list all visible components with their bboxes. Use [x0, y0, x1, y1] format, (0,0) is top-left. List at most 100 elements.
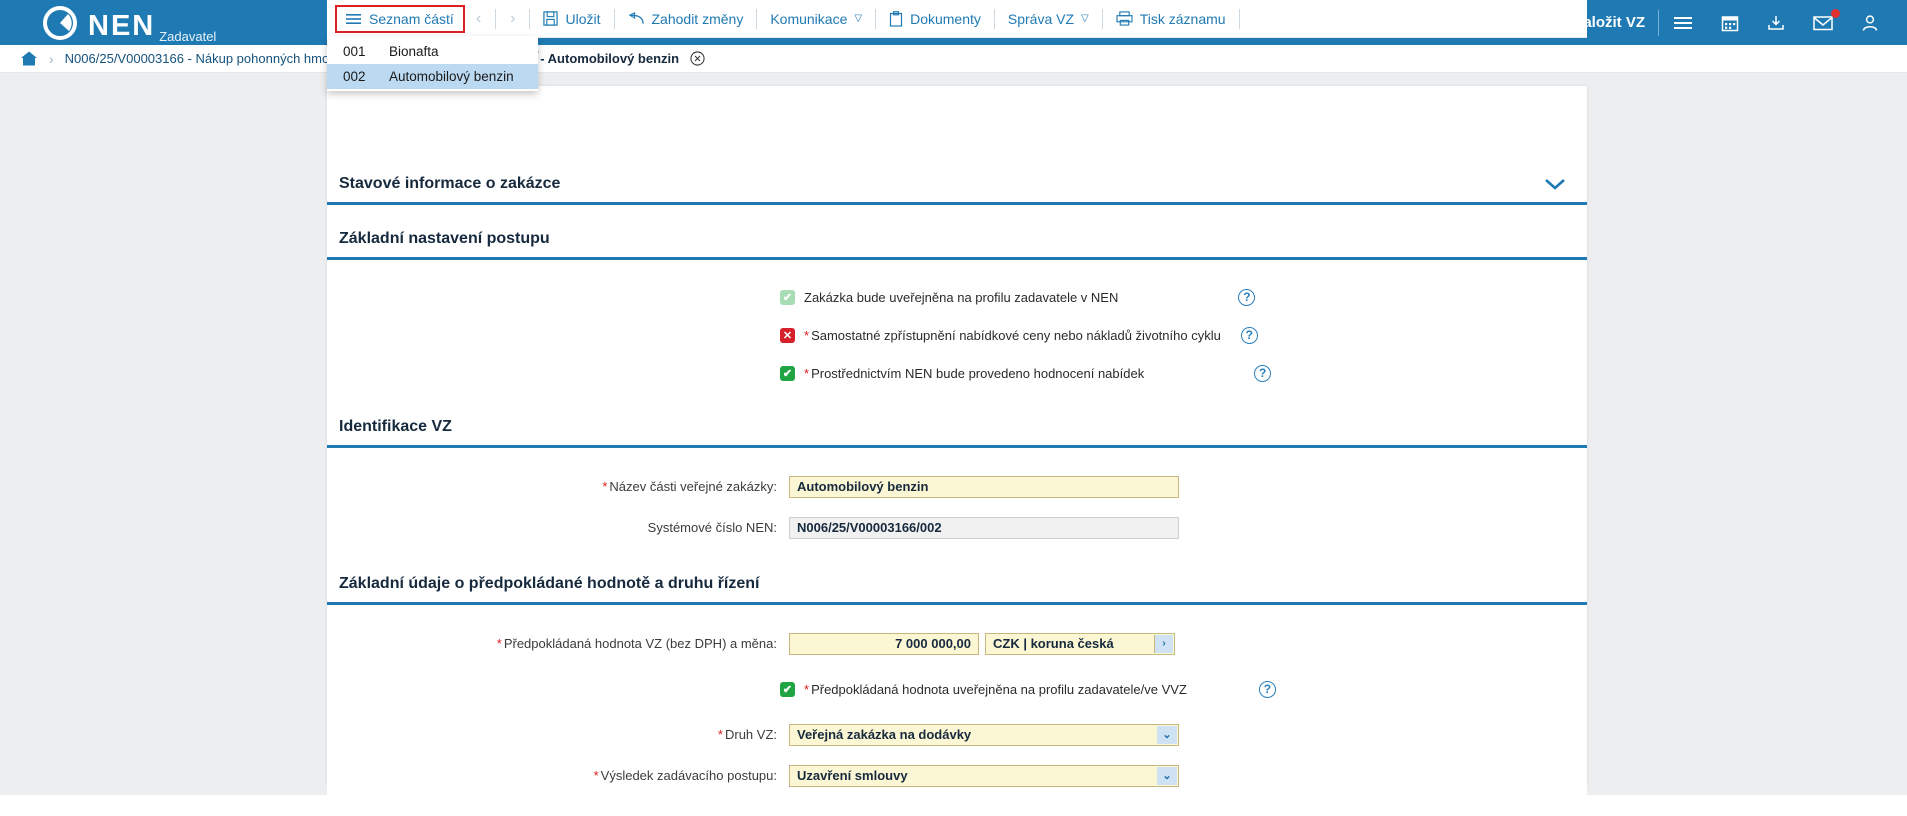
- form-row-vysledek: * Výsledek zadávacího postupu: Uzavření s…: [327, 755, 1587, 796]
- field-label-text: Výsledek zadávacího postupu:: [600, 768, 777, 783]
- vz-type-value: Veřejná zakázka na dodávky: [797, 727, 972, 742]
- documents-button[interactable]: Dokumenty: [879, 5, 991, 32]
- currency-picker-button[interactable]: ›: [1154, 634, 1173, 653]
- clipboard-icon: [889, 10, 903, 27]
- checkbox-nen-evaluation[interactable]: ✔: [780, 365, 795, 381]
- section-status-info: Stavové informace o zakázce: [327, 165, 1587, 205]
- manage-vz-label: Správa VZ: [1007, 10, 1075, 27]
- field-label-text: Předpokládaná hodnota VZ (bez DPH) a měn…: [503, 636, 777, 651]
- checkbox-separate-price[interactable]: ✕: [780, 327, 795, 343]
- prev-record-button[interactable]: ‹: [475, 9, 482, 27]
- currency-value: CZK | koruna česká: [993, 636, 1114, 651]
- field-label: * Název části veřejné zakázky:: [327, 479, 789, 494]
- print-label: Tisk záznamu: [1139, 10, 1226, 27]
- checkbox-value-published[interactable]: ✔: [780, 681, 795, 697]
- required-marker: *: [602, 479, 608, 494]
- checkbox-label: * Předpokládaná hodnota uveřejněna na pro…: [804, 682, 1187, 697]
- vz-type-select[interactable]: Veřejná zakázka na dodávky ⌄: [789, 723, 1179, 746]
- chevron-down-icon[interactable]: ⌄: [1157, 725, 1177, 744]
- messages-button[interactable]: [1799, 0, 1847, 45]
- required-marker: *: [496, 636, 502, 651]
- calendar-button[interactable]: [1707, 0, 1753, 45]
- toolbar-divider-5: [875, 8, 877, 29]
- checkbox-publish-profile[interactable]: ✔: [780, 289, 795, 305]
- list-item[interactable]: 001 Bionafta: [327, 39, 538, 64]
- toolbar-divider-7: [1101, 8, 1103, 29]
- manage-vz-menu[interactable]: Správa VZ ▽: [998, 5, 1099, 32]
- field-label: * Výsledek zadávacího postupu:: [327, 768, 789, 783]
- list-item[interactable]: 002 Automobilový benzin: [327, 64, 538, 89]
- required-marker: *: [804, 681, 810, 697]
- checkbox-row: ✔ Zakázka bude uveřejněna na profilu zad…: [327, 278, 1587, 316]
- procedure-result-select[interactable]: Uzavření smlouvy ⌄: [789, 764, 1179, 787]
- section-basic-values: Základní údaje o předpokládané hodnotě a…: [327, 565, 1587, 816]
- help-icon[interactable]: ?: [1258, 680, 1276, 698]
- section-body: ✔ Zakázka bude uveřejněna na profilu zad…: [327, 260, 1587, 410]
- download-button[interactable]: [1753, 0, 1799, 45]
- hamburger-menu-button[interactable]: [1659, 0, 1707, 45]
- section-header: Základní údaje o předpokládané hodnotě a…: [327, 565, 1587, 605]
- parts-list-label: Seznam částí: [369, 10, 454, 27]
- form-row-druh-vz: * Druh VZ: Veřejná zakázka na dodávky ⌄: [327, 714, 1587, 755]
- save-label: Uložit: [565, 10, 601, 27]
- hamburger-menu-icon: [1672, 14, 1694, 32]
- toolbar-divider-1: [495, 8, 497, 29]
- nen-logo-icon: [42, 5, 78, 41]
- chevron-down-icon-2: ▽: [1081, 13, 1089, 24]
- parts-list-button[interactable]: Seznam částí: [335, 4, 465, 33]
- checkbox-row: ✔ * Prostřednictvím NEN bude provedeno ho…: [327, 354, 1587, 392]
- print-record-button[interactable]: Tisk záznamu: [1106, 5, 1236, 32]
- chevron-down-icon[interactable]: [1543, 177, 1567, 191]
- part-name-input[interactable]: Automobilový benzin: [789, 475, 1179, 498]
- system-number-input: N006/25/V00003166/002: [789, 516, 1179, 539]
- help-icon[interactable]: ?: [1238, 288, 1256, 306]
- undo-arrow-icon: [628, 11, 645, 26]
- chevron-down-icon[interactable]: ⌄: [1157, 766, 1177, 785]
- discard-changes-button[interactable]: Zahodit změny: [618, 5, 754, 32]
- user-profile-icon: [1860, 13, 1880, 33]
- header-divider-2: [1658, 9, 1659, 36]
- checkbox-label: * Samostatné zpřístupnění nabídkové ceny …: [804, 328, 1221, 343]
- save-button[interactable]: Uložit: [533, 5, 610, 32]
- brand-subtitle: Zadavatel: [159, 28, 217, 44]
- required-marker: *: [804, 327, 810, 343]
- breadcrumb: › N006/25/V00003166 - Nákup pohonných hm…: [0, 45, 1907, 73]
- user-profile-button[interactable]: [1847, 0, 1893, 45]
- field-label-text: Druh VZ:: [724, 727, 777, 742]
- field-label: Systémové číslo NEN:: [647, 520, 777, 535]
- breadcrumb-parent-link[interactable]: N006/25/V00003166 - Nákup pohonných hmot…: [64, 51, 366, 66]
- section-title: Stavové informace o zakázce: [339, 174, 561, 192]
- documents-label: Dokumenty: [910, 10, 981, 27]
- brand-name: NEN: [88, 9, 156, 42]
- field-label: * Předpokládaná hodnota VZ (bez DPH) a mě…: [327, 636, 789, 651]
- communication-menu[interactable]: Komunikace ▽: [760, 5, 872, 32]
- checkbox-label: * Prostřednictvím NEN bude provedeno hodn…: [804, 366, 1144, 381]
- section-basic-setup: Základní nastavení postupu ✔ Zakázka bud…: [327, 220, 1587, 410]
- floppy-save-icon: [543, 11, 559, 26]
- part-name: Bionafta: [389, 44, 439, 59]
- section-title: Identifikace VZ: [339, 417, 452, 435]
- close-icon[interactable]: [690, 51, 705, 66]
- form-row-systemove-cislo: Systémové číslo NEN: N006/25/V00003166/0…: [327, 507, 1587, 548]
- checkbox-label: Zakázka bude uveřejněna na profilu zadav…: [804, 289, 1119, 305]
- brand-logo-group[interactable]: NEN Zadavatel: [42, 5, 217, 44]
- next-record-button[interactable]: ›: [510, 9, 516, 27]
- toolbar-divider-2: [529, 8, 531, 29]
- discard-label: Zahodit změny: [651, 10, 744, 27]
- help-icon[interactable]: ?: [1254, 364, 1272, 382]
- form-row-predpokladana-hodnota: * Předpokládaná hodnota VZ (bez DPH) a mě…: [327, 623, 1587, 664]
- section-title: Základní údaje o předpokládané hodnotě a…: [339, 574, 760, 592]
- procedure-result-value: Uzavření smlouvy: [797, 768, 908, 783]
- help-icon[interactable]: ?: [1240, 326, 1258, 344]
- currency-field[interactable]: CZK | koruna česká ›: [985, 632, 1175, 655]
- estimated-value-input[interactable]: 7 000 000,00: [789, 632, 979, 655]
- toolbar-divider-6: [993, 8, 995, 29]
- chevron-down-icon: ▽: [854, 13, 863, 24]
- checkbox-text: Prostřednictvím NEN bude provedeno hodno…: [811, 365, 1145, 381]
- list-lines-icon: [346, 13, 361, 25]
- section-header[interactable]: Stavové informace o zakázce: [327, 165, 1587, 205]
- section-header: Základní nastavení postupu: [327, 220, 1587, 260]
- home-icon[interactable]: [20, 50, 38, 67]
- toolbar-divider-8: [1238, 8, 1240, 29]
- field-label-text: Název části veřejné zakázky:: [609, 479, 777, 494]
